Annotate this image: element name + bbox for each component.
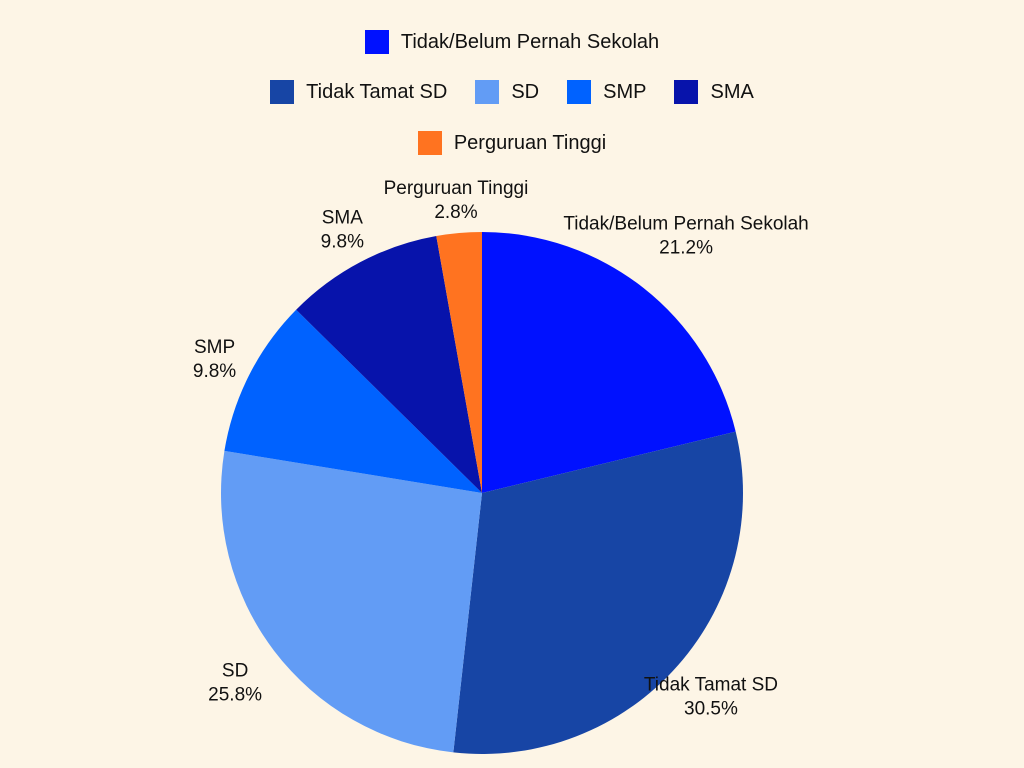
legend-item[interactable]: Tidak/Belum Pernah Sekolah xyxy=(364,30,660,54)
slice-value-label: 9.8% xyxy=(321,231,364,252)
legend-item[interactable]: Tidak Tamat SD xyxy=(270,80,447,104)
legend-row: Tidak/Belum Pernah Sekolah xyxy=(0,30,1024,54)
pie-slice[interactable] xyxy=(453,431,744,754)
legend-item[interactable]: SMA xyxy=(674,80,754,104)
pie-slice[interactable] xyxy=(224,309,483,493)
legend-label: SD xyxy=(511,80,540,103)
slice-category-label: SMA xyxy=(322,207,364,228)
legend-item[interactable]: Perguruan Tinggi xyxy=(417,131,607,155)
pie-slice[interactable] xyxy=(220,450,482,753)
legend-row: Perguruan Tinggi xyxy=(0,131,1024,155)
legend-swatch xyxy=(417,131,442,155)
legend-label: Perguruan Tinggi xyxy=(453,131,607,154)
legend-item[interactable]: SD xyxy=(475,80,539,104)
legend-label: Tidak/Belum Pernah Sekolah xyxy=(400,30,660,53)
slice-value-label: 21.2% xyxy=(659,238,713,259)
pie-slice[interactable] xyxy=(436,232,482,493)
legend-label: Tidak Tamat SD xyxy=(306,80,448,103)
slice-value-label: 2.8% xyxy=(434,202,477,223)
slice-category-label: Perguruan Tinggi xyxy=(384,178,529,199)
slice-value-label: 25.8% xyxy=(208,684,262,705)
legend-row: Tidak Tamat SD SD SMP SMA xyxy=(0,80,1024,104)
slice-category-label: Tidak/Belum Pernah Sekolah xyxy=(563,214,808,235)
pie-slice[interactable] xyxy=(296,236,482,494)
legend-label: SMA xyxy=(710,80,754,103)
legend-swatch xyxy=(674,80,699,104)
legend-item[interactable]: SMP xyxy=(567,80,646,104)
slice-value-label: 30.5% xyxy=(684,699,738,720)
legend-swatch xyxy=(475,80,500,104)
pie-slice[interactable] xyxy=(482,232,736,493)
legend-swatch xyxy=(364,30,389,54)
legend-swatch xyxy=(270,80,295,104)
legend-swatch xyxy=(567,80,592,104)
slice-category-label: SMP xyxy=(194,337,235,358)
slice-category-label: SD xyxy=(222,660,248,681)
slice-category-label: Tidak Tamat SD xyxy=(644,675,778,696)
legend-label: SMP xyxy=(603,80,647,103)
slice-value-label: 9.8% xyxy=(193,361,236,382)
